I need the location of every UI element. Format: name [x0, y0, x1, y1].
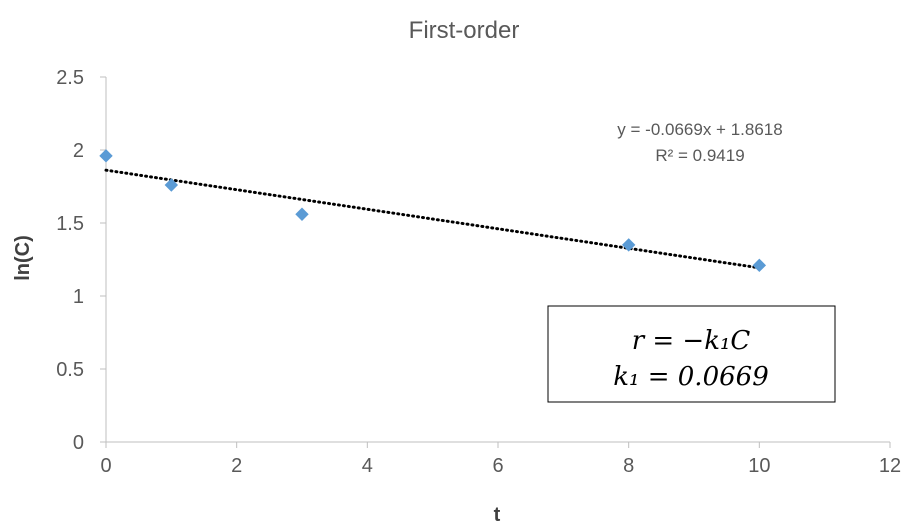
y-tick-label: 2: [73, 140, 84, 162]
y-tick-label: 2.5: [56, 67, 84, 89]
data-point: [295, 207, 309, 221]
trendline-r2: R² = 0.9419: [655, 146, 744, 165]
x-tick-label: 12: [879, 455, 901, 477]
data-point: [164, 178, 179, 192]
x-tick-label: 6: [492, 455, 503, 477]
y-tick-label: 0: [73, 432, 84, 454]
x-axis-title: t: [494, 504, 501, 526]
y-tick-label: 1.5: [56, 213, 84, 235]
y-tick-label: 0.5: [56, 359, 84, 381]
annotation-box: r = −k₁C k₁ = 0.0669: [547, 305, 836, 403]
annotation-line-1: r = −k₁C: [632, 326, 751, 356]
axes: [100, 76, 891, 448]
y-tick-label: 1: [73, 286, 84, 308]
trendline-equation: y = -0.0669x + 1.8618: [617, 120, 782, 139]
trendline: [104, 168, 761, 270]
data-point: [621, 238, 636, 252]
x-tick-label: 0: [100, 455, 111, 477]
chart-title: First-order: [409, 17, 520, 44]
annotation-box-frame: [547, 305, 836, 403]
x-tick-label: 10: [748, 455, 770, 477]
tick-labels: 0 0.5 1 1.5 2 2.5 0 2 4 6 8 10 12: [56, 67, 901, 477]
data-points: [99, 149, 767, 273]
x-tick-label: 4: [362, 455, 373, 477]
x-tick-label: 8: [623, 455, 634, 477]
x-tick-label: 2: [231, 455, 242, 477]
data-point: [752, 258, 767, 273]
data-point: [99, 149, 113, 163]
annotation-line-2: k₁ = 0.0669: [613, 362, 768, 392]
trendline-path: [104, 168, 761, 270]
y-axis-title: ln(C): [12, 235, 34, 281]
